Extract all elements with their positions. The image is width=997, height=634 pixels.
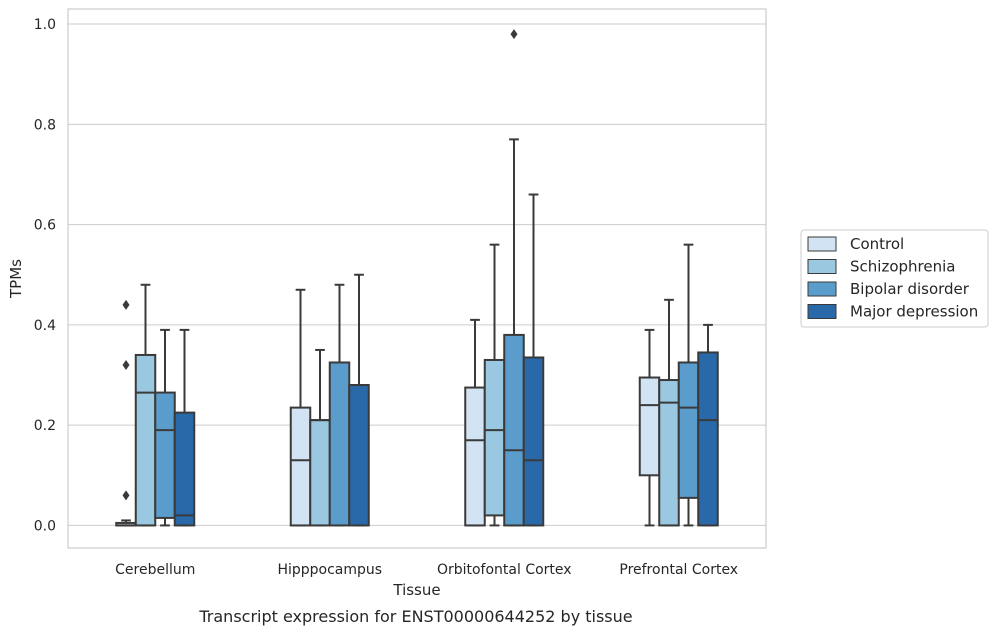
legend-label: Schizophrenia xyxy=(850,258,955,276)
legend: Control Schizophrenia Bipolar disorder Majo… xyxy=(800,229,989,328)
x-tick-label: Orbitofontal Cortex xyxy=(437,562,572,578)
x-axis-label: Tissue xyxy=(392,581,440,599)
outlier-point xyxy=(510,29,518,40)
x-tick-label: Cerebellum xyxy=(115,562,195,578)
box-iqr xyxy=(309,419,331,527)
box-major-depression xyxy=(348,273,370,527)
box-iqr xyxy=(173,411,196,527)
outlier-point xyxy=(122,299,130,310)
outlier-point xyxy=(122,490,130,501)
legend-label: Major depression xyxy=(850,303,978,321)
y-tick-label: 1.0 xyxy=(34,17,56,33)
legend-item: Bipolar disorder xyxy=(807,280,970,298)
box-iqr xyxy=(464,386,486,527)
box-control xyxy=(464,318,486,527)
box-iqr xyxy=(638,376,661,477)
y-axis-ticks: 0.0 0.2 0.4 0.6 0.8 1.0 xyxy=(34,17,56,534)
legend-item: Major depression xyxy=(807,303,978,321)
box-iqr xyxy=(154,391,176,519)
outlier-point xyxy=(122,359,130,370)
box-major-depression xyxy=(697,323,719,527)
box-iqr xyxy=(328,361,351,527)
box-iqr xyxy=(503,333,525,527)
y-tick-label: 0.2 xyxy=(34,418,56,434)
legend-item: Schizophrenia xyxy=(807,258,955,276)
box-bipolar-disorder xyxy=(677,243,700,527)
legend-frame xyxy=(800,229,989,328)
legend-swatch xyxy=(807,236,837,252)
box-iqr xyxy=(289,406,312,527)
y-axis-label: TPMs xyxy=(7,259,25,299)
legend-label: Bipolar disorder xyxy=(850,280,970,298)
legend-item: Control xyxy=(807,235,904,253)
box-iqr xyxy=(522,356,545,527)
box-schizophrenia xyxy=(658,298,680,527)
box-iqr xyxy=(348,384,370,527)
legend-label: Control xyxy=(850,235,904,253)
box-control xyxy=(638,328,661,527)
box-bipolar-disorder xyxy=(328,283,351,527)
box-bipolar-disorder xyxy=(154,328,176,527)
plot-frame xyxy=(67,8,767,549)
x-tick-label: Hipppocampus xyxy=(277,562,382,578)
box-major-depression xyxy=(173,328,196,527)
box-control xyxy=(289,288,312,527)
box-schizophrenia xyxy=(309,348,331,527)
legend-swatch xyxy=(807,281,837,297)
box-major-depression xyxy=(522,193,545,527)
legend-swatch xyxy=(807,259,837,274)
box-iqr xyxy=(134,353,157,527)
box-iqr xyxy=(677,361,700,499)
y-tick-label: 0.4 xyxy=(34,318,56,334)
y-tick-label: 0.6 xyxy=(34,218,56,234)
box-iqr xyxy=(697,351,719,527)
box-iqr xyxy=(483,358,506,517)
legend-swatch xyxy=(807,304,837,319)
x-tick-label: Prefrontal Cortex xyxy=(619,562,738,578)
box-control xyxy=(115,299,137,527)
y-tick-label: 0.0 xyxy=(34,518,56,534)
box-bipolar-disorder xyxy=(503,29,525,527)
x-axis-ticks: Cerebellum Hipppocampus Orbitofontal Corte… xyxy=(115,562,738,578)
chart-caption: Transcript expression for ENST0000064425… xyxy=(198,607,632,626)
box-schizophrenia xyxy=(483,243,506,527)
y-tick-label: 0.8 xyxy=(34,117,56,133)
box-schizophrenia xyxy=(134,283,157,527)
box-plot-series xyxy=(115,29,719,527)
